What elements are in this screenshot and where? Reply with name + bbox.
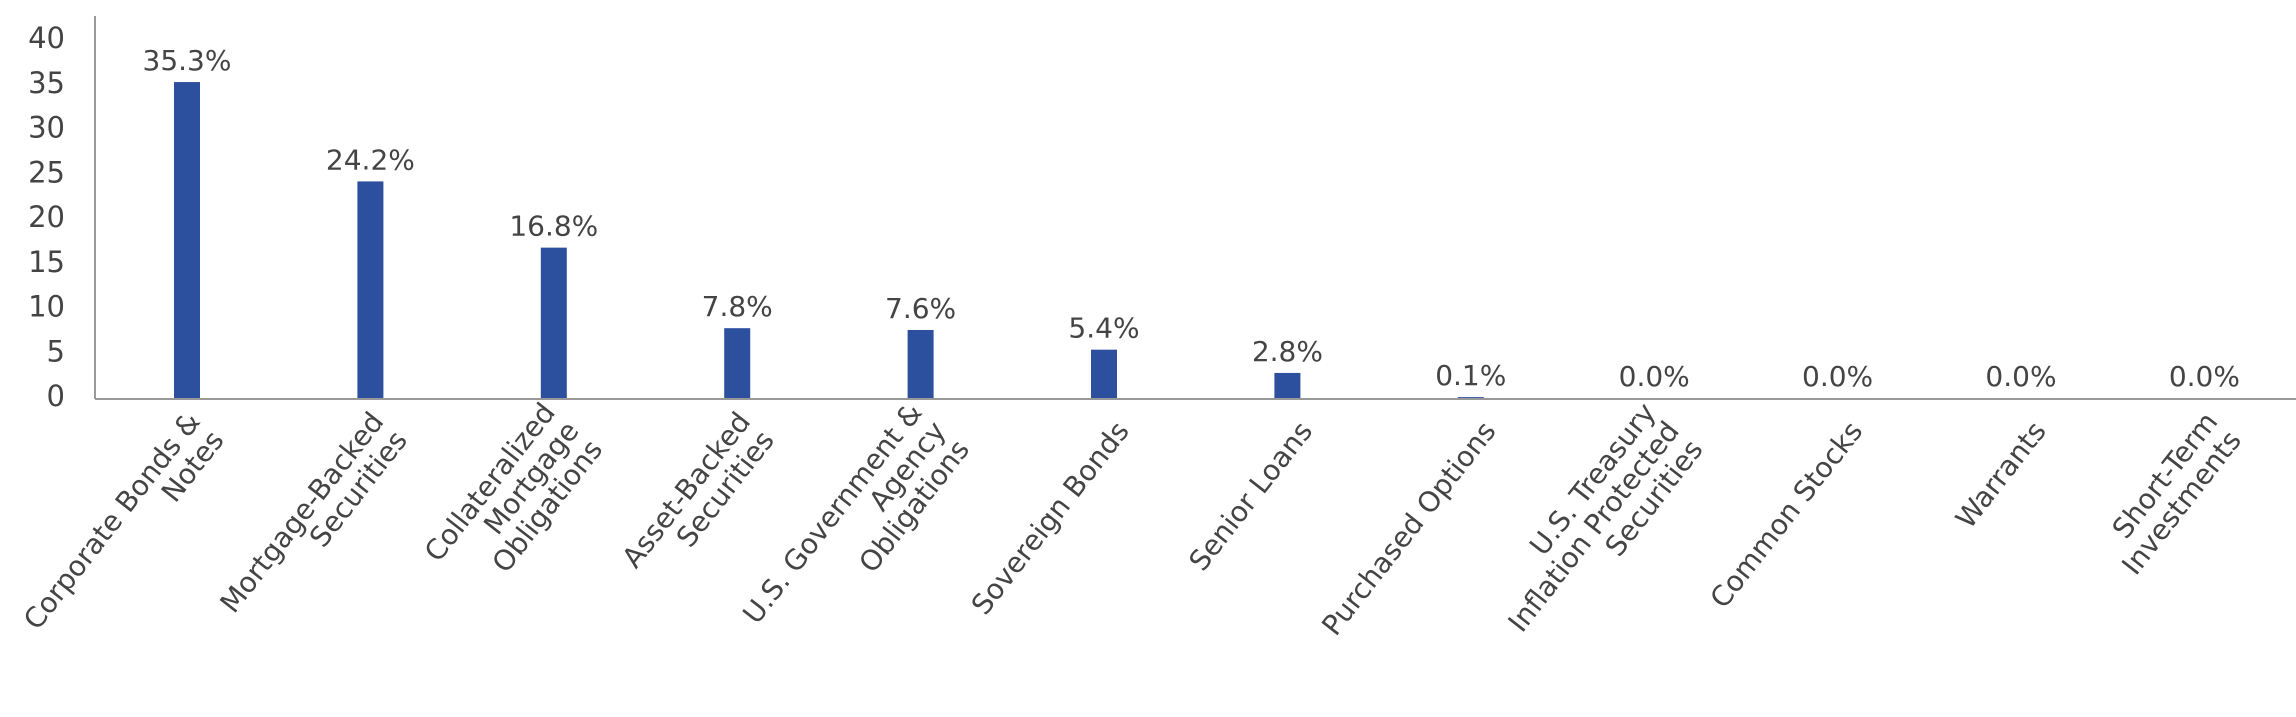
x-tick-label: Corporate Bonds &Notes bbox=[17, 406, 230, 654]
x-tick-label: Senior Loans bbox=[1182, 415, 1319, 577]
value-label: 0.0% bbox=[2169, 360, 2240, 393]
value-label: 24.2% bbox=[326, 143, 415, 176]
value-label: 0.0% bbox=[1802, 360, 1873, 393]
x-tick-label: Purchased Options bbox=[1315, 415, 1502, 642]
bar bbox=[1091, 349, 1117, 398]
bar bbox=[540, 247, 567, 398]
bar bbox=[1274, 372, 1301, 398]
x-tick-label: U.S. TreasuryInflation ProtectedSecuriti… bbox=[1478, 397, 1710, 657]
value-label: 5.4% bbox=[1068, 312, 1139, 345]
x-tick-label: Asset-BackedSecurities bbox=[616, 406, 781, 593]
bar bbox=[907, 329, 934, 398]
y-tick-label: 35 bbox=[28, 66, 65, 100]
value-label: 0.0% bbox=[1985, 360, 2056, 393]
value-label: 35.3% bbox=[143, 44, 232, 77]
value-label: 0.1% bbox=[1435, 359, 1506, 392]
x-tick-label: U.S. Government &AgencyObligations bbox=[736, 397, 976, 667]
x-tick-label: Short-TermInvestments bbox=[2092, 406, 2248, 581]
value-label: 7.6% bbox=[885, 292, 956, 325]
bar bbox=[357, 181, 384, 398]
y-tick-label: 30 bbox=[28, 111, 65, 145]
y-tick-label: 40 bbox=[28, 21, 65, 55]
value-label: 16.8% bbox=[509, 210, 598, 243]
y-tick-label: 10 bbox=[28, 290, 65, 324]
y-tick-label: 25 bbox=[28, 155, 65, 189]
y-tick-label: 0 bbox=[47, 379, 65, 413]
x-tick-label: Warrants bbox=[1949, 415, 2053, 535]
y-tick-label: 5 bbox=[47, 334, 65, 368]
x-tick-label: Mortgage-BackedSecurities bbox=[214, 406, 414, 638]
x-tick-label: CollateralizedMortgageObligations bbox=[418, 397, 609, 605]
bar bbox=[174, 82, 200, 398]
value-label: 0.0% bbox=[1619, 360, 1690, 393]
y-tick-label: 15 bbox=[28, 245, 65, 279]
value-label: 2.8% bbox=[1252, 335, 1323, 368]
value-label: 7.8% bbox=[702, 290, 773, 323]
y-tick-label: 20 bbox=[28, 200, 65, 234]
bar bbox=[1457, 397, 1484, 398]
bar bbox=[724, 328, 751, 398]
x-tick-label: Common Stocks bbox=[1703, 415, 1869, 614]
x-tick-label: Sovereign Bonds bbox=[965, 415, 1136, 621]
